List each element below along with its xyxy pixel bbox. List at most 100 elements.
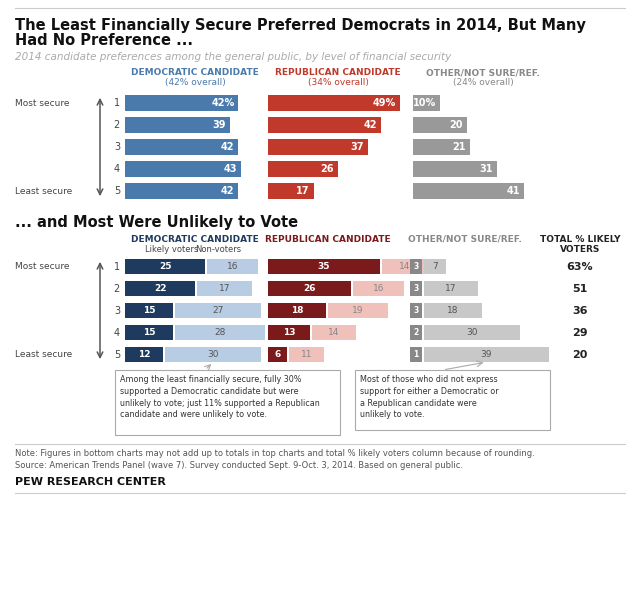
Text: 18: 18 <box>291 306 303 315</box>
Text: DEMOCRATIC CANDIDATE: DEMOCRATIC CANDIDATE <box>131 235 259 244</box>
Text: Non-voters: Non-voters <box>195 245 241 254</box>
Text: 2: 2 <box>413 328 419 337</box>
Text: Among the least financially secure, fully 30%
supported a Democratic candidate b: Among the least financially secure, full… <box>120 375 320 419</box>
Bar <box>165 347 261 362</box>
Text: 20: 20 <box>572 349 588 359</box>
Bar <box>175 303 261 318</box>
Bar <box>353 281 404 296</box>
Text: 31: 31 <box>479 164 493 174</box>
Bar <box>424 325 520 340</box>
Text: 10%: 10% <box>413 98 436 108</box>
Text: 51: 51 <box>572 283 588 293</box>
Bar <box>413 139 470 155</box>
Bar <box>268 117 381 133</box>
Bar <box>268 303 326 318</box>
Text: 43: 43 <box>223 164 237 174</box>
Bar <box>125 161 241 177</box>
Text: 26: 26 <box>303 284 316 293</box>
Text: 16: 16 <box>373 284 385 293</box>
Text: (42% overall): (42% overall) <box>164 78 225 87</box>
Text: 12: 12 <box>138 350 150 359</box>
Bar <box>125 347 163 362</box>
Bar <box>268 259 380 274</box>
Bar <box>413 117 467 133</box>
Text: 1: 1 <box>114 262 120 271</box>
Text: 42%: 42% <box>211 98 234 108</box>
Text: Most secure: Most secure <box>15 98 70 107</box>
Bar <box>268 139 368 155</box>
Text: 3: 3 <box>114 142 120 152</box>
Bar <box>175 325 264 340</box>
Bar <box>424 303 482 318</box>
Bar <box>125 95 239 111</box>
Text: Most secure: Most secure <box>15 262 70 271</box>
Bar <box>268 183 314 199</box>
Bar <box>410 347 422 362</box>
Bar <box>382 259 427 274</box>
Text: 22: 22 <box>154 284 166 293</box>
Text: 30: 30 <box>207 350 219 359</box>
Bar <box>355 370 550 430</box>
Text: Note: Figures in bottom charts may not add up to totals in top charts and total : Note: Figures in bottom charts may not a… <box>15 449 535 470</box>
Bar <box>125 325 173 340</box>
Text: (34% overall): (34% overall) <box>308 78 369 87</box>
Text: 2: 2 <box>114 283 120 293</box>
Text: The Least Financially Secure Preferred Democrats in 2014, But Many: The Least Financially Secure Preferred D… <box>15 18 586 33</box>
Text: 4: 4 <box>114 328 120 337</box>
Text: 5: 5 <box>114 186 120 196</box>
Bar <box>424 259 447 274</box>
Bar <box>268 281 351 296</box>
Bar <box>410 281 422 296</box>
Text: 25: 25 <box>159 262 172 271</box>
Text: Least secure: Least secure <box>15 350 72 359</box>
Text: REPUBLICAN CANDIDATE: REPUBLICAN CANDIDATE <box>265 235 391 244</box>
Text: TOTAL % LIKELY
VOTERS: TOTAL % LIKELY VOTERS <box>540 235 620 254</box>
Text: 14: 14 <box>328 328 340 337</box>
Bar <box>125 117 230 133</box>
Text: 42: 42 <box>221 142 234 152</box>
Bar <box>289 347 324 362</box>
Text: 15: 15 <box>143 306 156 315</box>
Text: 17: 17 <box>445 284 457 293</box>
Text: Likely voters: Likely voters <box>145 245 198 254</box>
Text: 2014 candidate preferences among the general public, by level of financial secur: 2014 candidate preferences among the gen… <box>15 52 451 62</box>
Text: 41: 41 <box>506 186 520 196</box>
Text: 3: 3 <box>413 306 419 315</box>
Text: 5: 5 <box>114 349 120 359</box>
Text: 42: 42 <box>364 120 378 130</box>
Text: 3: 3 <box>114 305 120 316</box>
Text: 26: 26 <box>321 164 334 174</box>
Bar <box>268 325 310 340</box>
Text: 49%: 49% <box>373 98 396 108</box>
Text: 37: 37 <box>351 142 364 152</box>
Bar <box>410 303 422 318</box>
Text: 29: 29 <box>572 328 588 337</box>
Bar <box>268 95 400 111</box>
Bar <box>197 281 252 296</box>
Bar <box>125 183 239 199</box>
Text: 17: 17 <box>219 284 230 293</box>
Text: 6: 6 <box>275 350 281 359</box>
Text: 20: 20 <box>449 120 463 130</box>
Text: 14: 14 <box>399 262 410 271</box>
Text: Had No Preference ...: Had No Preference ... <box>15 33 193 48</box>
Text: 3: 3 <box>413 262 419 271</box>
Text: 30: 30 <box>467 328 477 337</box>
Text: 13: 13 <box>282 328 295 337</box>
Text: 4: 4 <box>114 164 120 174</box>
Bar <box>424 281 479 296</box>
Text: 16: 16 <box>227 262 238 271</box>
Text: 2: 2 <box>114 120 120 130</box>
Text: 7: 7 <box>433 262 438 271</box>
Bar <box>413 161 497 177</box>
Bar <box>115 370 340 435</box>
Text: 1: 1 <box>114 98 120 108</box>
Bar <box>312 325 356 340</box>
Bar <box>410 325 422 340</box>
Text: 17: 17 <box>296 186 310 196</box>
Text: 35: 35 <box>317 262 330 271</box>
Text: DEMOCRATIC CANDIDATE: DEMOCRATIC CANDIDATE <box>131 68 259 77</box>
Bar <box>125 281 195 296</box>
Text: 21: 21 <box>452 142 466 152</box>
Bar <box>268 161 338 177</box>
